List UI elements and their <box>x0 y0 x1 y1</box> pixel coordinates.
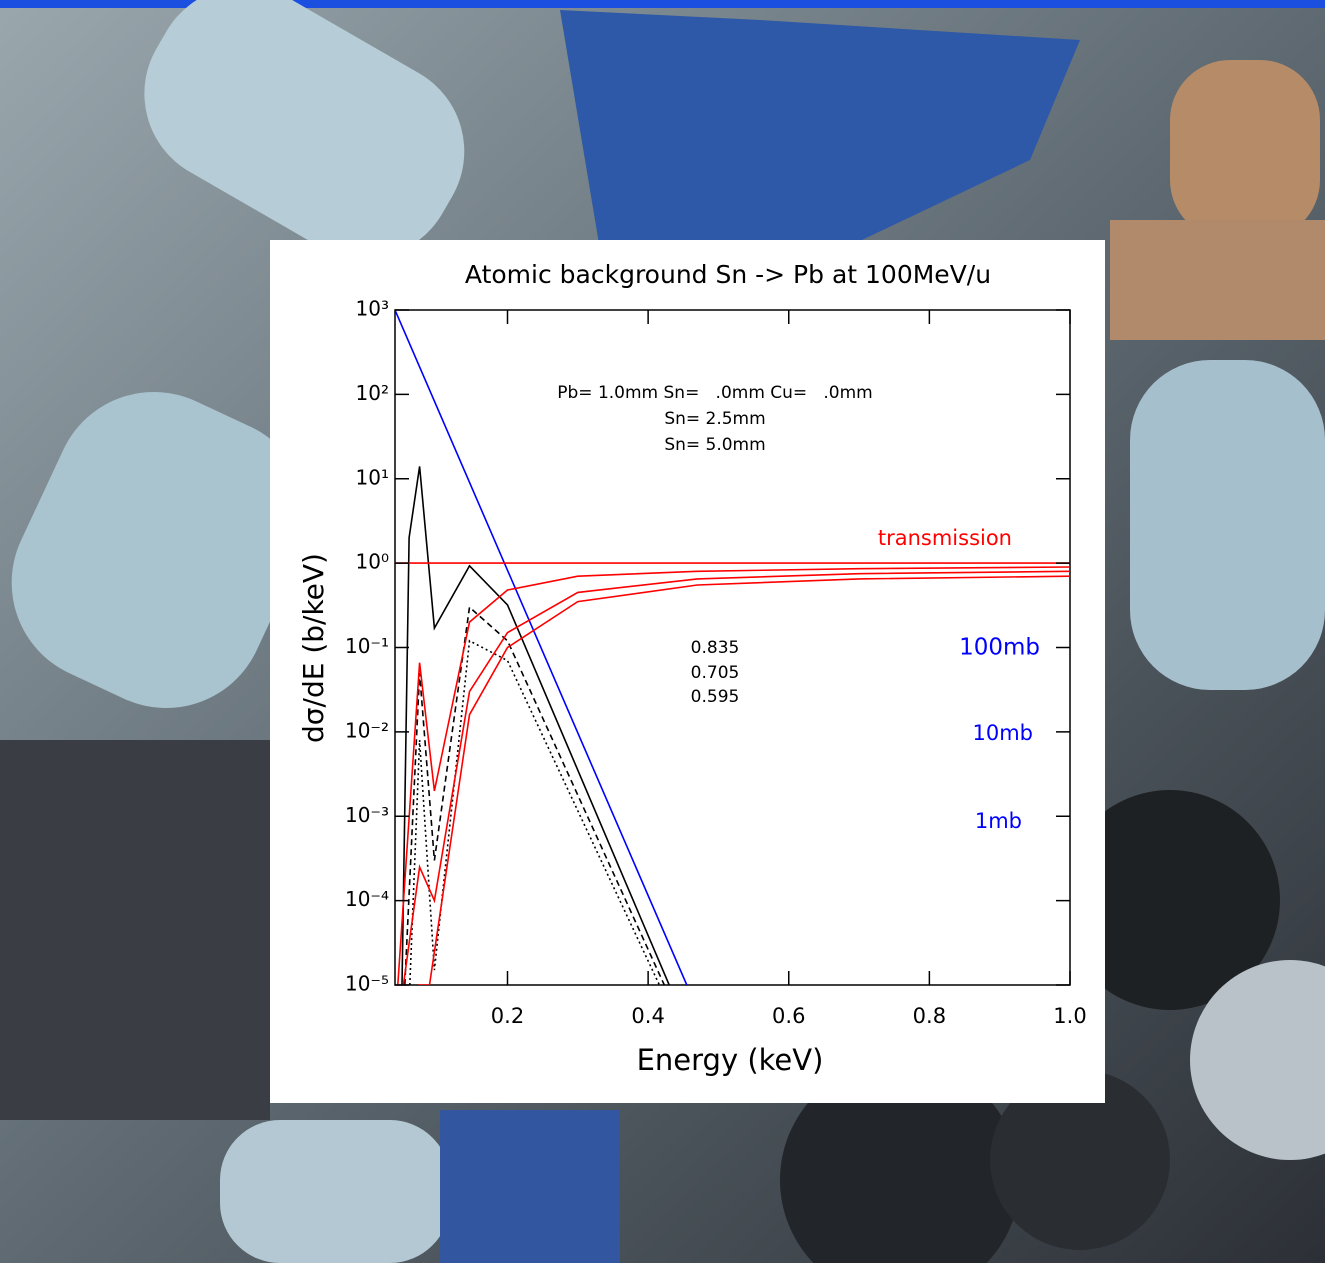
annotation: 0.835 <box>691 638 740 658</box>
x-tick-label: 0.4 <box>631 1004 664 1028</box>
series-line <box>418 575 1070 985</box>
series-line <box>404 605 666 985</box>
x-tick-label: 1.0 <box>1053 1004 1086 1028</box>
annotation: Sn= 5.0mm <box>664 435 765 455</box>
y-tick-label: 10⁻³ <box>345 803 389 827</box>
series-line <box>395 310 688 985</box>
y-tick-label: 10⁻⁴ <box>345 887 389 911</box>
x-tick-label: 0.6 <box>772 1004 805 1028</box>
chart-panel <box>270 240 1105 1103</box>
y-tick-label: 10¹ <box>356 465 389 489</box>
x-tick-label: 0.8 <box>913 1004 946 1028</box>
annotation: transmission <box>878 526 1012 550</box>
series-line <box>402 570 1070 985</box>
top-bar <box>0 0 1325 8</box>
annotation: 0.595 <box>691 687 740 707</box>
y-tick-label: 10³ <box>356 297 389 321</box>
y-tick-label: 10⁰ <box>356 550 389 574</box>
y-axis-label: dσ/dE (b/keV) <box>297 553 330 743</box>
y-tick-label: 10⁻¹ <box>345 634 389 658</box>
series-line <box>401 466 670 985</box>
annotation: Sn= 2.5mm <box>664 409 765 429</box>
plot-area <box>395 310 1070 985</box>
y-tick-label: 10² <box>356 381 389 405</box>
annotation: 0.705 <box>691 663 740 683</box>
annotation: 10mb <box>972 721 1033 745</box>
chart-title: Atomic background Sn -> Pb at 100MeV/u <box>465 260 991 289</box>
annotation: Pb= 1.0mm Sn= .0mm Cu= .0mm <box>557 383 872 403</box>
y-tick-label: 10⁻⁵ <box>345 972 389 996</box>
x-tick-label: 0.2 <box>491 1004 524 1028</box>
series-line <box>397 566 1070 985</box>
annotation: 1mb <box>975 809 1022 833</box>
series-line <box>409 639 661 985</box>
x-axis-label: Energy (keV) <box>637 1043 824 1077</box>
annotation: 100mb <box>959 635 1040 661</box>
y-tick-label: 10⁻² <box>345 718 389 742</box>
